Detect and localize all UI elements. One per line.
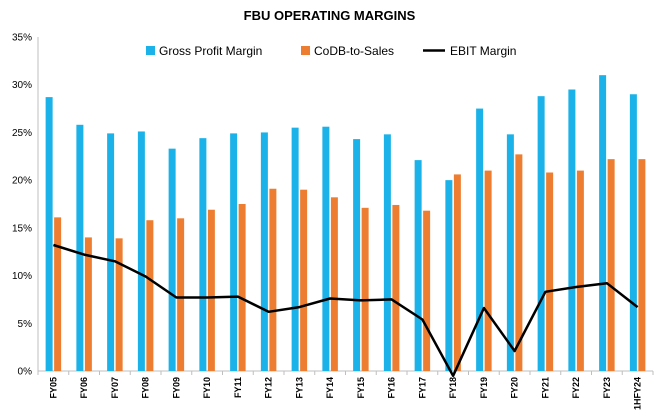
x-tick-label-fy11: FY11 [233,377,243,398]
x-tick-label-1hfy24: 1HFY24 [633,377,643,410]
bar-codb-to-sales-fy07 [115,238,123,371]
y-tick-label: 15% [12,223,32,234]
line-ebit-margin [53,243,639,378]
x-tick-label-fy22: FY22 [571,377,581,399]
bar-gross-profit-margin-fy23 [599,75,607,372]
x-tick-label-fy16: FY16 [387,377,397,399]
bar-codb-to-sales-fy06 [84,237,92,371]
bar-gross-profit-margin-fy21 [537,96,545,371]
legend-label-ebit-margin: EBIT Margin [450,44,516,58]
x-tick-label-fy09: FY09 [171,377,181,399]
bar-gross-profit-margin-fy15 [353,139,361,371]
bar-codb-to-sales-fy13 [300,189,308,371]
x-tick-label-fy05: FY05 [48,377,58,399]
bar-gross-profit-margin-fy10 [199,138,207,371]
chart-title: FBU OPERATING MARGINS [244,8,416,23]
x-tick-label-fy10: FY10 [202,377,212,399]
bar-gross-profit-margin-fy18 [445,180,453,371]
bar-codb-to-sales-fy19 [484,170,492,371]
bar-gross-profit-margin-fy17 [414,160,422,371]
y-tick-label: 30% [12,80,32,91]
bar-codb-to-sales-fy18 [453,174,461,371]
legend-swatch-codb-to-sales [301,46,310,55]
bar-codb-to-sales-fy11 [238,204,246,371]
bar-codb-to-sales-fy23 [607,159,615,371]
bar-codb-to-sales-fy16 [392,204,400,371]
plot-area: 0% 5% 10% 15% 20% 25% 30% 35% FY05 FY06 FY07 FY08 FY… [12,33,654,410]
bar-codb-to-sales-fy15 [361,207,369,371]
legend-label-codb-to-sales: CoDB-to-Sales [314,44,394,58]
x-tick-label-fy13: FY13 [294,377,304,399]
bar-gross-profit-margin-fy09 [168,148,176,371]
bar-gross-profit-margin-fy14 [322,126,330,372]
y-tick-label: 10% [12,271,32,282]
bar-gross-profit-margin-fy19 [476,108,484,372]
bar-codb-to-sales-fy09 [177,218,185,371]
bar-gross-profit-margin-fy22 [568,89,576,371]
x-tick-label-fy21: FY21 [540,377,550,399]
x-tick-label-fy18: FY18 [448,377,458,399]
bar-codb-to-sales-fy14 [330,197,338,371]
x-tick-label-fy23: FY23 [602,377,612,399]
bar-gross-profit-margin-fy07 [107,133,115,371]
x-tick-label-fy12: FY12 [264,377,274,399]
y-tick-label: 5% [18,319,33,330]
bar-gross-profit-margin-fy20 [506,134,514,371]
bar-gross-profit-margin-fy13 [291,127,299,372]
bar-codb-to-sales-fy20 [515,154,523,371]
legend-swatch-gross-profit-margin [146,46,155,55]
legend: Gross Profit Margin CoDB-to-Sales EBIT Mar… [146,44,516,58]
bar-gross-profit-margin-fy06 [76,124,84,372]
bar-gross-profit-margin-fy08 [137,131,145,371]
bar-gross-profit-margin-fy05 [45,97,53,372]
bar-codb-to-sales-fy10 [207,209,215,371]
bar-gross-profit-margin-1hfy24 [629,94,637,371]
x-tick-label-fy20: FY20 [510,377,520,399]
bar-codb-to-sales-fy12 [269,188,277,371]
bar-gross-profit-margin-fy11 [230,133,238,371]
y-tick-label: 20% [12,176,32,187]
x-tick-label-fy19: FY19 [479,377,489,399]
bar-codb-to-sales-fy08 [146,220,154,371]
bar-codb-to-sales-1hfy24 [638,159,646,371]
x-tick-label-fy06: FY06 [79,377,89,399]
bar-codb-to-sales-fy17 [423,210,431,371]
x-tick-label-fy17: FY17 [417,377,427,399]
y-tick-label: 35% [12,33,32,44]
y-tick-label: 25% [12,128,32,139]
bar-codb-to-sales-fy22 [576,170,584,371]
bar-gross-profit-margin-fy12 [260,132,268,371]
bar-codb-to-sales-fy05 [54,217,62,371]
legend-label-gross-profit-margin: Gross Profit Margin [159,44,262,58]
y-tick-label: 0% [18,367,33,378]
bar-gross-profit-margin-fy16 [383,134,391,371]
x-tick-label-fy07: FY07 [110,377,120,399]
x-tick-label-fy15: FY15 [356,377,366,399]
x-tick-label-fy08: FY08 [141,377,151,399]
x-tick-label-fy14: FY14 [325,377,335,399]
bar-codb-to-sales-fy21 [546,172,554,371]
